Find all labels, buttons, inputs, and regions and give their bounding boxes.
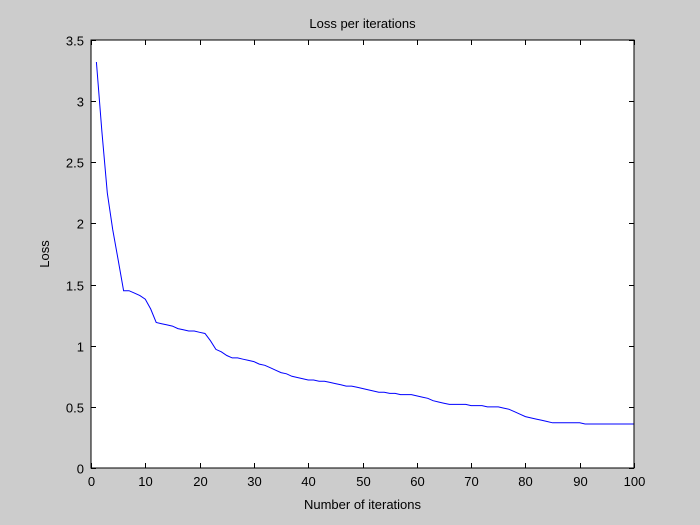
x-tick-label: 90 bbox=[573, 474, 587, 489]
y-tick-label: 3.5 bbox=[66, 34, 84, 49]
chart-title: Loss per iterations bbox=[309, 16, 416, 31]
x-tick-label: 100 bbox=[624, 474, 646, 489]
x-tick-label: 70 bbox=[464, 474, 478, 489]
axes-frame bbox=[90, 39, 635, 469]
y-tick-label: 2.5 bbox=[66, 156, 84, 171]
y-tick-label: 1 bbox=[77, 340, 84, 355]
y-tick-label: 3 bbox=[77, 95, 84, 110]
x-tick-label: 80 bbox=[518, 474, 532, 489]
x-axis-label: Number of iterations bbox=[304, 497, 422, 512]
x-tick-label: 40 bbox=[301, 474, 315, 489]
y-tick-label: 1.5 bbox=[66, 279, 84, 294]
y-tick-label: 0.5 bbox=[66, 401, 84, 416]
x-tick-label: 20 bbox=[193, 474, 207, 489]
y-tick-label: 2 bbox=[77, 217, 84, 232]
y-axis-label: Loss bbox=[37, 240, 52, 268]
x-tick-label: 60 bbox=[410, 474, 424, 489]
ticks-layer: 0 10 20 30 40 50 60 70 80 90 100 0 0.5 1 1.5 2 2.5 3 3.5 bbox=[66, 34, 645, 490]
y-tick-label: 0 bbox=[77, 462, 84, 477]
loss-series-line bbox=[95, 61, 634, 425]
series-layer bbox=[95, 61, 634, 425]
plot-area bbox=[91, 40, 634, 468]
x-tick-label: 30 bbox=[247, 474, 261, 489]
x-tick-label: 0 bbox=[88, 474, 95, 489]
x-tick-label: 10 bbox=[138, 474, 152, 489]
x-tick-label: 50 bbox=[356, 474, 370, 489]
